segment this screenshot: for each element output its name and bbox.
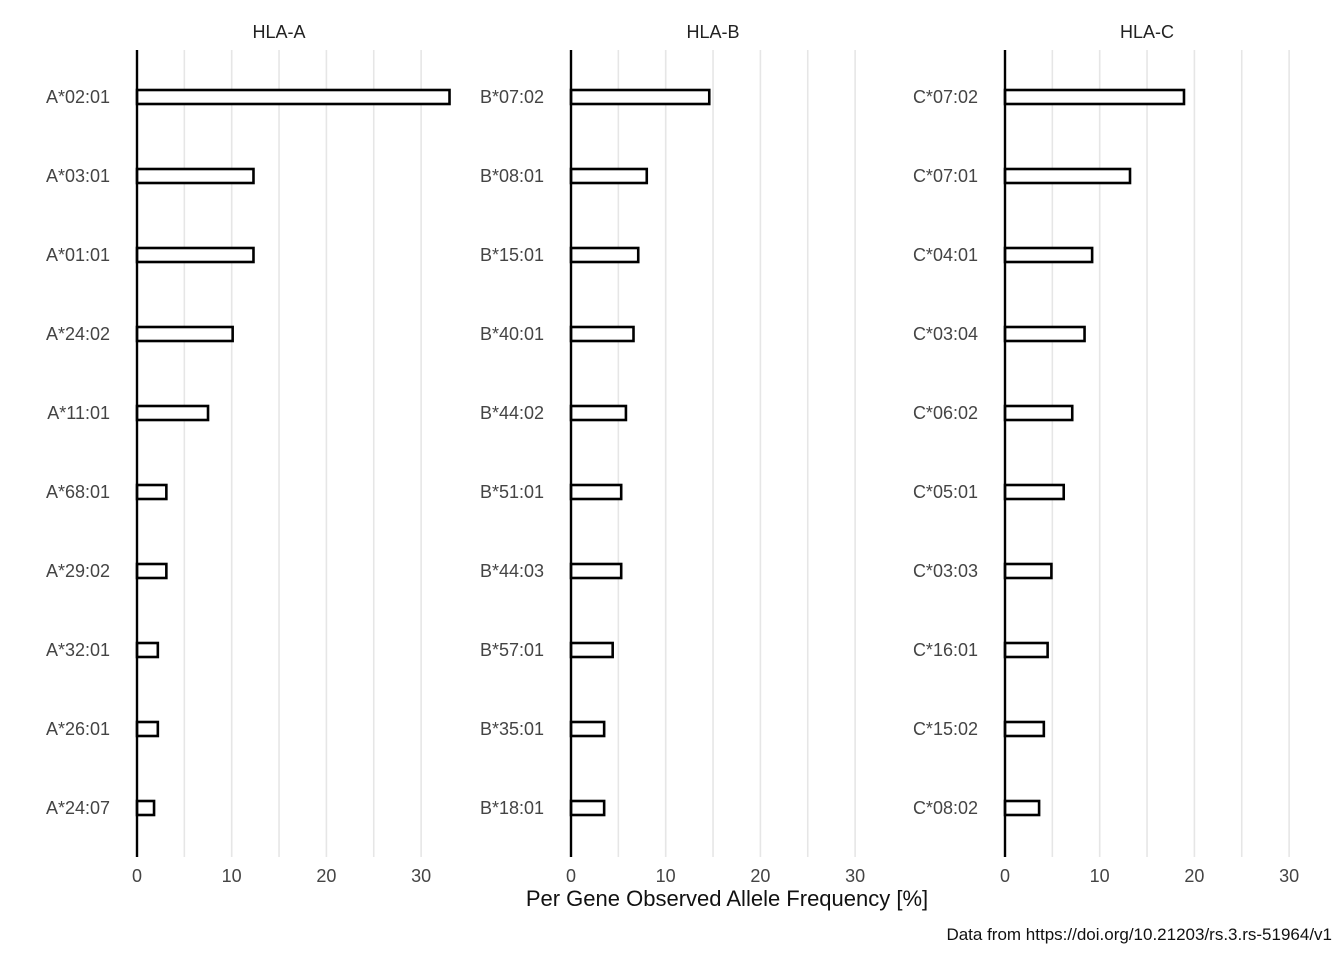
bar: [1003, 641, 1049, 659]
bar: [135, 325, 234, 343]
x-tick-label: 20: [750, 866, 770, 886]
bar: [135, 641, 160, 659]
category-label: C*03:04: [913, 324, 978, 344]
source-caption: Data from https://doi.org/10.21203/rs.3.…: [946, 925, 1332, 944]
bar: [569, 641, 614, 659]
bar: [135, 246, 255, 264]
category-label: A*02:01: [46, 87, 110, 107]
x-tick-label: 30: [845, 866, 865, 886]
bar: [135, 404, 210, 422]
bar: [135, 562, 168, 580]
category-label: A*68:01: [46, 482, 110, 502]
category-label: C*16:01: [913, 640, 978, 660]
bar: [569, 88, 711, 106]
panel-title: HLA-B: [687, 22, 740, 42]
category-label: B*40:01: [480, 324, 544, 344]
category-label: C*06:02: [913, 403, 978, 423]
category-label: A*24:07: [46, 798, 110, 818]
category-label: C*07:02: [913, 87, 978, 107]
x-tick-label: 0: [566, 866, 576, 886]
bar: [1003, 88, 1186, 106]
bar: [135, 483, 168, 501]
category-label: C*07:01: [913, 166, 978, 186]
bar: [569, 167, 649, 185]
x-tick-label: 30: [411, 866, 431, 886]
bar: [135, 720, 160, 738]
x-tick-label: 10: [656, 866, 676, 886]
bar: [1003, 325, 1086, 343]
x-tick-label: 0: [1000, 866, 1010, 886]
category-label: B*15:01: [480, 245, 544, 265]
bar: [569, 404, 628, 422]
category-label: B*35:01: [480, 719, 544, 739]
bar: [569, 483, 623, 501]
bar: [1003, 404, 1074, 422]
category-label: C*08:02: [913, 798, 978, 818]
category-label: C*03:03: [913, 561, 978, 581]
category-label: C*15:02: [913, 719, 978, 739]
category-label: C*04:01: [913, 245, 978, 265]
category-label: A*32:01: [46, 640, 110, 660]
category-label: B*51:01: [480, 482, 544, 502]
bar: [569, 720, 606, 738]
bar: [1003, 799, 1041, 817]
x-tick-label: 20: [1184, 866, 1204, 886]
bar: [1003, 246, 1094, 264]
bar: [1003, 167, 1132, 185]
category-label: B*18:01: [480, 798, 544, 818]
bar: [1003, 483, 1066, 501]
bar: [569, 799, 606, 817]
x-tick-label: 30: [1279, 866, 1299, 886]
category-label: C*05:01: [913, 482, 978, 502]
bar: [135, 88, 451, 106]
x-axis-title: Per Gene Observed Allele Frequency [%]: [525, 886, 929, 911]
category-label: B*44:02: [480, 403, 544, 423]
bar: [135, 167, 255, 185]
category-label: B*08:01: [480, 166, 544, 186]
bar: [1003, 562, 1053, 580]
x-tick-label: 10: [222, 866, 242, 886]
x-tick-label: 10: [1090, 866, 1110, 886]
panel-title: HLA-A: [253, 22, 306, 42]
bar: [1003, 720, 1046, 738]
category-label: A*29:02: [46, 561, 110, 581]
bar: [135, 799, 156, 817]
bar: [569, 562, 623, 580]
category-label: A*26:01: [46, 719, 110, 739]
bar: [569, 325, 635, 343]
category-label: A*11:01: [47, 403, 110, 423]
category-label: B*07:02: [480, 87, 544, 107]
panel-title: HLA-C: [1120, 22, 1174, 42]
category-label: B*57:01: [480, 640, 544, 660]
x-tick-label: 20: [316, 866, 336, 886]
bar: [569, 246, 640, 264]
category-label: A*01:01: [46, 245, 110, 265]
category-label: B*44:03: [480, 561, 544, 581]
category-label: A*24:02: [46, 324, 110, 344]
category-label: A*03:01: [46, 166, 110, 186]
x-tick-label: 0: [132, 866, 142, 886]
